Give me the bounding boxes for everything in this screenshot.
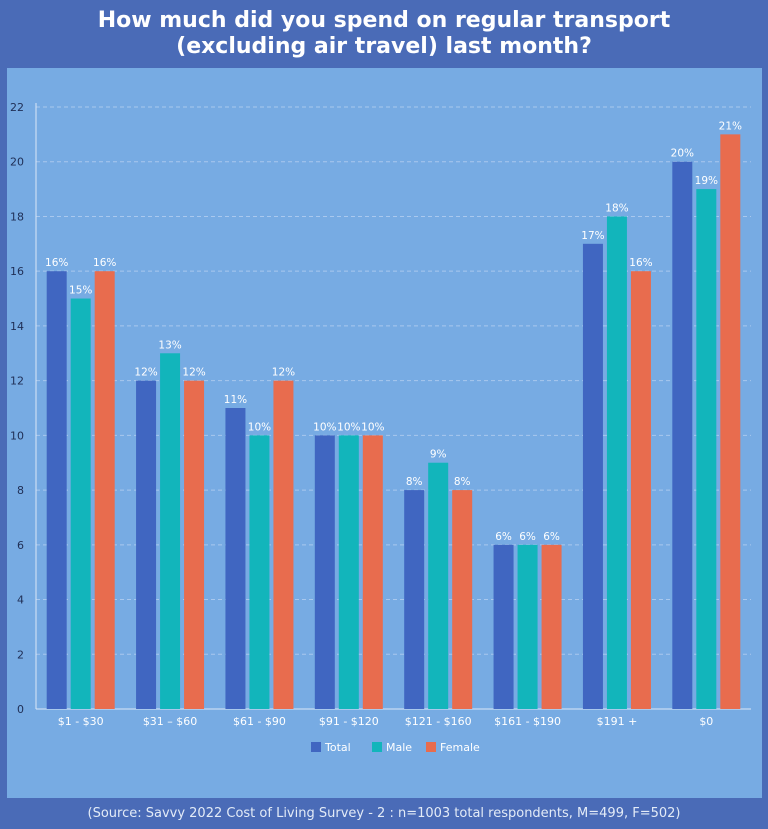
bar-total [672,161,693,709]
y-tick-label: 12 [10,375,24,388]
bar-female [452,490,473,709]
data-label: 12% [134,367,157,379]
bar-female [362,435,383,709]
data-label: 21% [719,120,742,132]
legend-label-female: Female [440,741,480,754]
y-tick-label: 6 [17,539,24,552]
x-tick-label: $61 - $90 [233,715,286,728]
data-label: 10% [248,421,271,433]
data-label: 17% [581,230,604,242]
y-tick-label: 22 [10,101,24,114]
data-label: 8% [406,476,423,488]
data-label: 16% [93,257,116,269]
data-label: 16% [629,257,652,269]
legend-swatch-total [311,742,321,752]
bar-female [184,380,205,709]
bar-male [160,353,181,709]
x-tick-label: $91 - $120 [319,715,379,728]
x-tick-label: $161 - $190 [494,715,561,728]
data-label: 11% [224,394,247,406]
data-label: 6% [543,531,560,543]
data-label: 16% [45,257,68,269]
chart-title-line-2: (excluding air travel) last month? [176,34,592,59]
y-tick-label: 4 [17,594,24,607]
x-tick-label: $31 – $60 [143,715,197,728]
data-label: 10% [361,421,384,433]
legend-label-male: Male [386,741,412,754]
bar-total [493,544,514,709]
bar-female [630,271,651,709]
data-label: 10% [313,421,336,433]
bar-chart: 0 2 4 6 8 10 12 14 16 18 20 22 16% 15% 16% $1 - $30 12% 1… [10,101,751,754]
bar-total [582,243,603,709]
bar-male [606,216,627,710]
data-label: 6% [519,531,536,543]
data-label: 9% [430,449,447,461]
data-label: 15% [69,285,92,297]
data-label: 8% [454,476,471,488]
data-label: 6% [495,531,512,543]
data-label: 12% [182,367,205,379]
chart-title-line-1: How much did you spend on regular transp… [97,8,671,33]
bar-female [273,380,294,709]
bar-male [428,462,449,709]
bar-total [46,271,67,709]
legend-label-total: Total [324,741,351,754]
bar-total [136,380,157,709]
bar-male [696,189,717,709]
x-tick-label: $0 [699,715,713,728]
chart-title: How much did you spend on regular transp… [0,8,768,60]
bar-total [404,490,425,709]
data-label: 20% [671,148,694,160]
bar-female [94,271,115,709]
data-label: 18% [605,202,628,214]
legend-swatch-female [426,742,436,752]
y-tick-label: 10 [10,429,24,442]
y-tick-label: 8 [17,484,24,497]
y-tick-label: 2 [17,648,24,661]
y-tick-label: 16 [10,265,24,278]
data-label: 12% [272,367,295,379]
bar-total [314,435,335,709]
y-tick-label: 18 [10,210,24,223]
x-tick-label: $191 + [597,715,638,728]
x-tick-label: $1 - $30 [58,715,104,728]
x-tick-label: $121 - $160 [405,715,472,728]
source-note: (Source: Savvy 2022 Cost of Living Surve… [87,806,681,821]
bar-female [720,134,741,709]
bar-total [225,408,246,709]
bar-male [249,435,270,709]
legend-swatch-male [372,742,382,752]
bar-male [338,435,359,709]
data-label: 19% [695,175,718,187]
y-tick-label: 0 [17,703,24,716]
bar-male [70,298,91,709]
data-label: 13% [158,339,181,351]
y-tick-label: 14 [10,320,24,333]
bar-female [541,544,562,709]
y-tick-label: 20 [10,156,24,169]
data-label: 10% [337,421,360,433]
bar-male [517,544,538,709]
